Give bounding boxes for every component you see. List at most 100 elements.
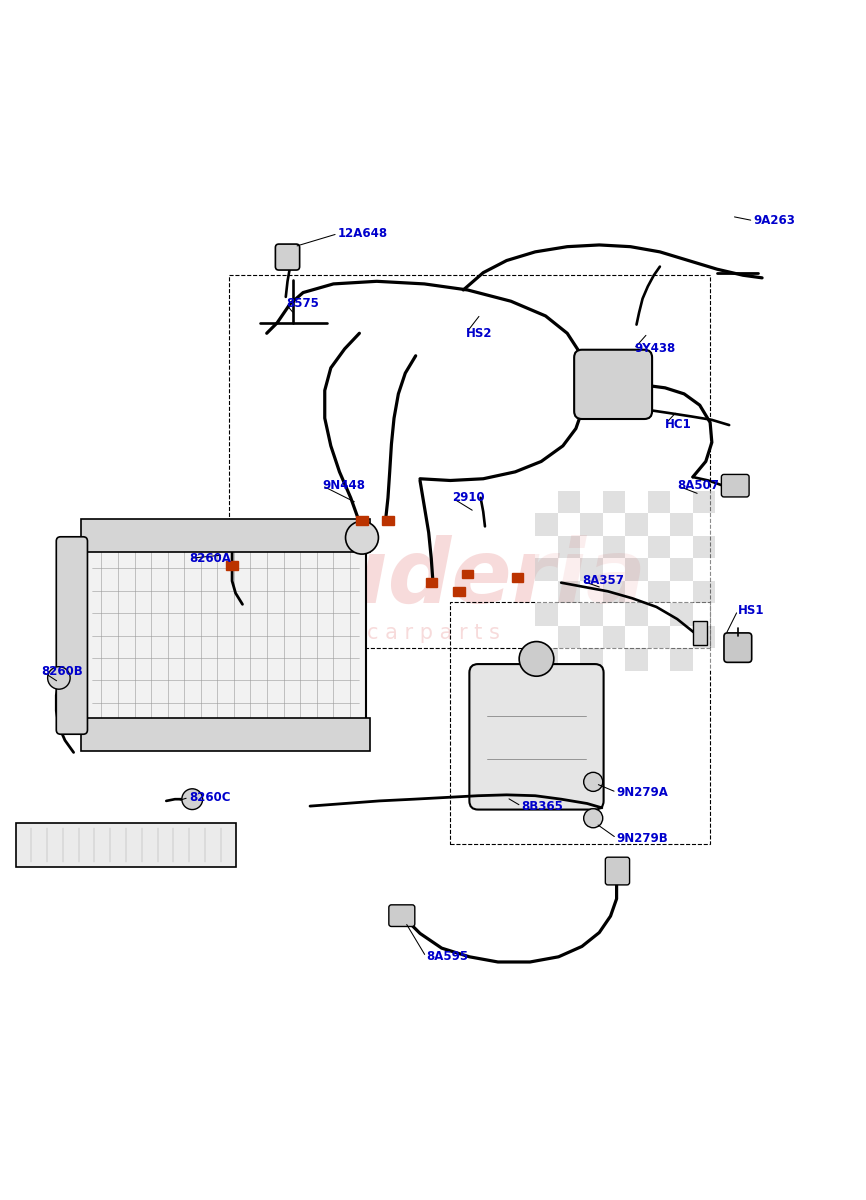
- Bar: [535, 514, 558, 536]
- Bar: [558, 491, 580, 514]
- Bar: [670, 626, 693, 648]
- Bar: [603, 536, 625, 558]
- Bar: [625, 514, 648, 536]
- Bar: [693, 514, 715, 536]
- Bar: [558, 558, 580, 581]
- Bar: [603, 604, 625, 626]
- Bar: [670, 536, 693, 558]
- FancyBboxPatch shape: [275, 244, 300, 270]
- Bar: [580, 558, 603, 581]
- Bar: [648, 558, 670, 581]
- Bar: [603, 626, 625, 648]
- FancyBboxPatch shape: [721, 474, 749, 497]
- Bar: [513, 574, 523, 582]
- Text: 8A595: 8A595: [426, 950, 469, 964]
- FancyBboxPatch shape: [724, 632, 752, 662]
- Text: HC1: HC1: [665, 418, 692, 431]
- Bar: [648, 491, 670, 514]
- Bar: [580, 626, 603, 648]
- Bar: [648, 514, 670, 536]
- Bar: [450, 601, 710, 845]
- Circle shape: [584, 773, 603, 791]
- Circle shape: [346, 521, 378, 554]
- Circle shape: [48, 667, 70, 689]
- Bar: [693, 581, 715, 604]
- Bar: [670, 604, 693, 626]
- Text: 9N448: 9N448: [322, 479, 365, 492]
- Text: 9N279A: 9N279A: [617, 786, 669, 799]
- Bar: [580, 514, 603, 536]
- Bar: [357, 516, 367, 524]
- Bar: [648, 626, 670, 648]
- Bar: [648, 536, 670, 558]
- Bar: [227, 562, 237, 570]
- Bar: [625, 648, 648, 671]
- Bar: [693, 491, 715, 514]
- Bar: [693, 536, 715, 558]
- Bar: [535, 626, 558, 648]
- Bar: [535, 491, 558, 514]
- Bar: [670, 514, 693, 536]
- Bar: [580, 491, 603, 514]
- Text: 8260C: 8260C: [189, 791, 230, 804]
- Bar: [693, 626, 715, 648]
- Text: 8A357: 8A357: [582, 575, 624, 588]
- Bar: [670, 558, 693, 581]
- FancyBboxPatch shape: [389, 905, 415, 926]
- Bar: [648, 581, 670, 604]
- Circle shape: [182, 788, 203, 810]
- Bar: [648, 648, 670, 671]
- Bar: [603, 558, 625, 581]
- Text: HS1: HS1: [738, 604, 765, 617]
- Bar: [535, 536, 558, 558]
- Bar: [558, 648, 580, 671]
- Bar: [625, 558, 648, 581]
- Bar: [603, 514, 625, 536]
- Bar: [693, 648, 715, 671]
- Bar: [558, 514, 580, 536]
- Bar: [558, 604, 580, 626]
- Bar: [535, 648, 558, 671]
- Bar: [670, 581, 693, 604]
- Bar: [426, 578, 436, 587]
- Text: scuderia: scuderia: [219, 535, 647, 622]
- Bar: [648, 604, 670, 626]
- Bar: [625, 604, 648, 626]
- Circle shape: [519, 642, 554, 677]
- Text: HS2: HS2: [466, 326, 493, 340]
- FancyBboxPatch shape: [56, 536, 87, 734]
- Bar: [580, 648, 603, 671]
- Bar: [535, 604, 558, 626]
- FancyBboxPatch shape: [605, 857, 630, 884]
- Bar: [558, 581, 580, 604]
- Bar: [603, 491, 625, 514]
- Bar: [85, 523, 366, 748]
- Circle shape: [584, 809, 603, 828]
- FancyBboxPatch shape: [574, 349, 652, 419]
- Bar: [625, 536, 648, 558]
- Bar: [603, 581, 625, 604]
- Bar: [558, 536, 580, 558]
- Text: c a r p a r t s: c a r p a r t s: [366, 623, 500, 643]
- Text: 9A263: 9A263: [753, 214, 795, 227]
- Text: 8575: 8575: [286, 298, 319, 311]
- Text: 12A648: 12A648: [338, 227, 388, 240]
- Bar: [670, 491, 693, 514]
- Text: 8260B: 8260B: [42, 665, 83, 678]
- Bar: [558, 626, 580, 648]
- Text: 8A507: 8A507: [677, 479, 719, 492]
- Bar: [625, 626, 648, 648]
- Bar: [454, 587, 465, 595]
- Bar: [81, 518, 370, 552]
- Bar: [81, 718, 370, 751]
- Text: 8B365: 8B365: [521, 799, 563, 812]
- Bar: [535, 581, 558, 604]
- Bar: [625, 581, 648, 604]
- Bar: [229, 275, 710, 648]
- Bar: [580, 581, 603, 604]
- Text: 9N279B: 9N279B: [617, 832, 669, 845]
- Bar: [16, 823, 236, 866]
- Bar: [693, 620, 707, 646]
- Bar: [383, 516, 393, 524]
- FancyBboxPatch shape: [469, 664, 604, 810]
